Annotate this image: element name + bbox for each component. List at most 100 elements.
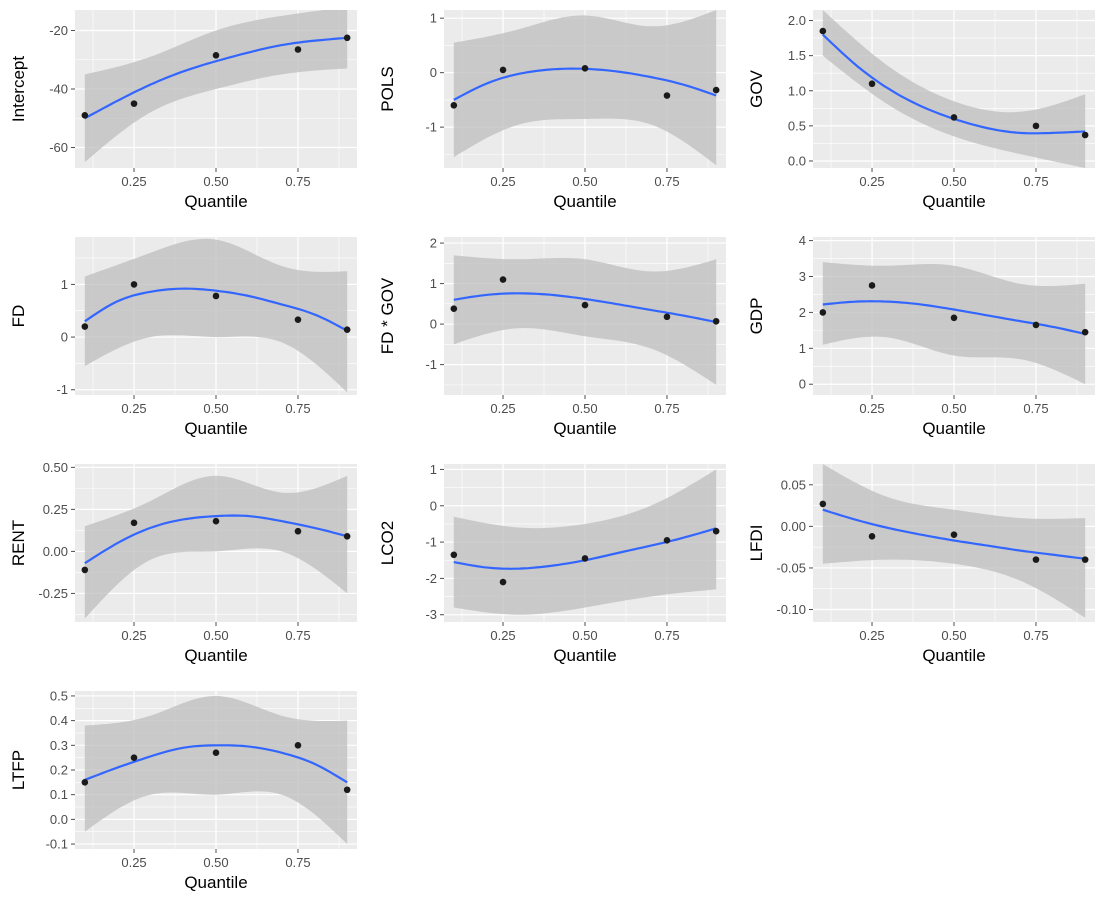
data-point xyxy=(130,100,138,107)
y-axis-title: POLS xyxy=(378,66,397,111)
y-tick-label: 0.50 xyxy=(43,460,68,475)
x-tick-label: 0.25 xyxy=(121,855,146,870)
data-point xyxy=(819,309,827,316)
y-tick-label: 0.5 xyxy=(788,118,806,133)
data-point xyxy=(212,749,220,757)
x-tick-label: 0.75 xyxy=(654,401,679,416)
data-point xyxy=(294,742,302,749)
smooth-line xyxy=(84,36,348,120)
data-point xyxy=(1081,328,1089,336)
plot-layer xyxy=(84,238,348,393)
data-point xyxy=(450,102,458,109)
data-point xyxy=(1081,131,1089,139)
y-tick-label: 0.3 xyxy=(50,738,68,753)
data-point xyxy=(950,314,958,322)
data-point xyxy=(130,754,138,761)
y-tick-label: 0 xyxy=(799,377,806,392)
data-point xyxy=(81,112,89,119)
y-axis-title: GOV xyxy=(747,69,766,107)
y-axis-title: Intercept xyxy=(9,56,28,122)
data-point xyxy=(1032,556,1040,563)
panel-7: -0.25 0.00 0.25 0.50 0.25 0.50 0.75 Quantile REN… xyxy=(0,454,369,681)
panel-svg: -3 -2 -1 0 1 0.25 0.50 0.75 Quantile LCO2 xyxy=(378,462,726,665)
smooth-line xyxy=(84,744,348,784)
x-axis-title: Quantile xyxy=(553,419,616,438)
y-tick-label: -1 xyxy=(56,382,68,397)
x-tick-label: 0.75 xyxy=(1023,401,1048,416)
y-tick-label: -2 xyxy=(425,571,437,586)
x-tick-label: 0.50 xyxy=(572,174,597,189)
x-axis-title: Quantile xyxy=(553,646,616,665)
x-tick-label: 0.75 xyxy=(285,174,310,189)
plot-layer xyxy=(822,464,1086,618)
x-tick-label: 0.50 xyxy=(203,401,228,416)
x-tick-label: 0.75 xyxy=(285,628,310,643)
plot-layer xyxy=(822,262,1086,385)
x-tick-label: 0.25 xyxy=(490,174,515,189)
x-tick-label: 0.75 xyxy=(654,174,679,189)
y-tick-label: 3 xyxy=(799,269,806,284)
y-tick-label: 2 xyxy=(799,305,806,320)
y-tick-label: -1 xyxy=(425,357,437,372)
data-point xyxy=(499,66,507,74)
confidence-band xyxy=(84,475,348,619)
x-axis-title: Quantile xyxy=(184,646,247,665)
plot-layer xyxy=(453,255,717,385)
data-point xyxy=(950,114,958,121)
y-tick-label: -40 xyxy=(49,82,68,97)
data-point xyxy=(294,46,302,53)
y-tick-label: 0 xyxy=(430,65,437,80)
panel-9: -0.10 -0.05 0.00 0.05 0.25 0.50 0.75 Quantile LF… xyxy=(738,454,1107,681)
panel-1: -60 -40 -20 0.25 0.50 0.75 Quantile Intercept xyxy=(0,0,369,227)
x-axis-title: Quantile xyxy=(184,419,247,438)
confidence-band xyxy=(84,10,348,163)
data-point xyxy=(1081,556,1089,563)
confidence-band xyxy=(822,262,1086,385)
data-point xyxy=(1032,122,1040,130)
x-tick-label: 0.25 xyxy=(121,628,146,643)
x-tick-label: 0.25 xyxy=(121,401,146,416)
y-tick-label: 0 xyxy=(430,498,437,513)
x-axis-title: Quantile xyxy=(922,419,985,438)
y-tick-label: -0.25 xyxy=(38,586,68,601)
panel-10: -0.1 0.0 0.1 0.2 0.3 0.4 0.5 0.25 0.50 0.75 Quanti… xyxy=(0,681,369,908)
y-axis-title: FD * GOV xyxy=(378,277,397,354)
panel-svg: -1 0 1 0.25 0.50 0.75 Quantile FD xyxy=(9,237,357,438)
panel-svg: 0.0 0.5 1.0 1.5 2.0 0.25 0.50 0.75 Quantile GOV xyxy=(747,10,1095,211)
y-axis-title: FD xyxy=(9,305,28,328)
y-tick-label: -0.1 xyxy=(46,837,68,852)
data-point xyxy=(294,316,302,323)
panel-8: -3 -2 -1 0 1 0.25 0.50 0.75 Quantile LCO2 xyxy=(369,454,738,681)
x-tick-label: 0.50 xyxy=(941,174,966,189)
data-point xyxy=(343,532,351,540)
confidence-band xyxy=(453,10,717,166)
y-tick-label: 0.0 xyxy=(50,812,68,827)
data-point xyxy=(581,555,589,562)
data-point xyxy=(712,317,720,325)
panel-svg: -1 0 1 2 0.25 0.50 0.75 Quantile FD * GOV xyxy=(378,236,726,438)
x-tick-label: 0.50 xyxy=(572,628,597,643)
x-tick-label: 0.25 xyxy=(859,628,884,643)
x-tick-label: 0.25 xyxy=(490,628,515,643)
y-tick-label: 1 xyxy=(61,277,68,292)
y-tick-label: 0.00 xyxy=(43,544,68,559)
x-axis-title: Quantile xyxy=(184,873,247,892)
x-axis-title: Quantile xyxy=(922,646,985,665)
y-tick-label: 0.05 xyxy=(781,477,806,492)
y-tick-label: 0.25 xyxy=(43,502,68,517)
x-tick-label: 0.50 xyxy=(203,174,228,189)
y-tick-label: -20 xyxy=(49,23,68,38)
data-point xyxy=(81,323,89,330)
y-axis-title: LFDI xyxy=(747,525,766,562)
x-tick-label: 0.75 xyxy=(1023,628,1048,643)
y-tick-label: 0.5 xyxy=(50,688,68,703)
confidence-band xyxy=(84,238,348,393)
x-tick-label: 0.50 xyxy=(572,401,597,416)
panel-4: -1 0 1 0.25 0.50 0.75 Quantile FD xyxy=(0,227,369,454)
data-point xyxy=(868,282,876,289)
x-tick-label: 0.25 xyxy=(121,174,146,189)
plot-layer xyxy=(84,695,348,845)
data-point xyxy=(81,566,89,574)
smooth-line xyxy=(453,292,717,324)
